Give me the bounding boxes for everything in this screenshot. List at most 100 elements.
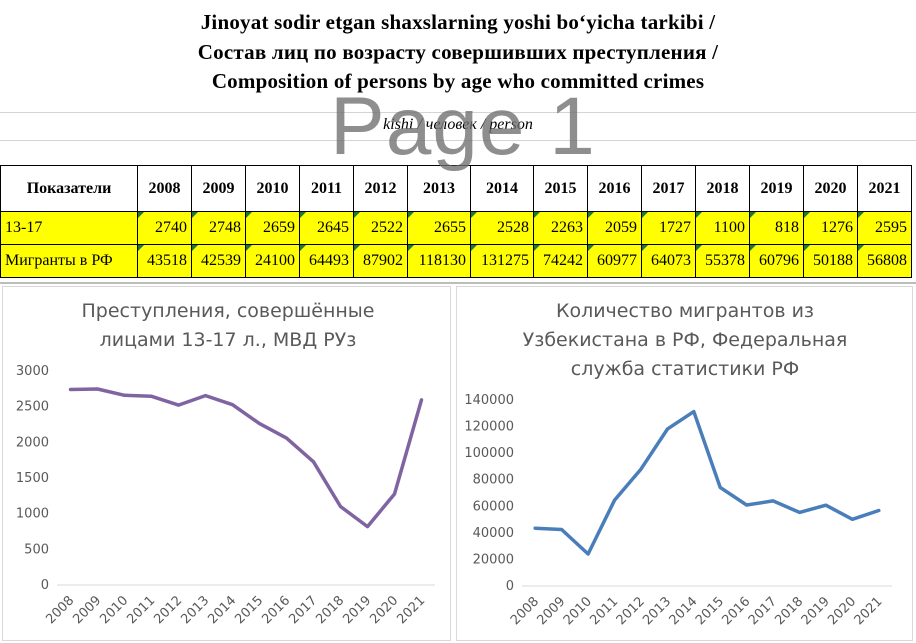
- data-point: [771, 499, 775, 503]
- title-line-uz: Jinoyat sodir etgan shaxslarning yoshi b…: [200, 10, 716, 34]
- x-tick-label: 2012: [614, 594, 648, 628]
- value-cell[interactable]: 2522: [353, 211, 408, 245]
- value-cell[interactable]: 74242: [533, 244, 588, 278]
- year-header-cell[interactable]: 2013: [407, 165, 471, 212]
- year-header-cell[interactable]: 2018: [695, 165, 750, 212]
- y-tick-label: 0: [41, 578, 49, 593]
- y-tick-label: 500: [24, 542, 49, 557]
- chart-title-line: лицами 13-17 л., МВД РУз: [100, 329, 357, 351]
- y-tick-label: 3000: [16, 364, 49, 379]
- value-cell[interactable]: 50188: [803, 244, 858, 278]
- sheet-gridline: [0, 140, 916, 141]
- crimes-chart[interactable]: Преступления, совершённые лицами 13-17 л.…: [2, 286, 451, 641]
- chart-title-line: Узбекистана в РФ, Федеральная: [523, 329, 848, 351]
- sheet-divider: [0, 282, 916, 284]
- value-cell[interactable]: 2595: [857, 211, 912, 245]
- x-tick-label: 2013: [640, 594, 674, 628]
- data-point: [177, 403, 180, 407]
- value-cell[interactable]: 1100: [695, 211, 750, 245]
- value-cell[interactable]: 42539: [191, 244, 246, 278]
- x-tick-label: 2009: [70, 593, 104, 627]
- value-cell[interactable]: 55378: [695, 244, 750, 278]
- value-cell[interactable]: 2659: [245, 211, 300, 245]
- data-point: [69, 388, 72, 392]
- year-header-cell[interactable]: 2012: [353, 165, 408, 212]
- x-tick-label: 2017: [746, 594, 780, 628]
- title-line-ru: Состав лиц по возрасту совершивших прест…: [197, 39, 719, 64]
- data-point: [639, 467, 643, 471]
- year-header-cell[interactable]: 2009: [191, 165, 246, 212]
- value-cell[interactable]: 43518: [137, 244, 192, 278]
- data-point: [586, 552, 590, 556]
- value-cell[interactable]: 118130: [407, 244, 471, 278]
- year-header-cell[interactable]: 2008: [137, 165, 192, 212]
- corner-header-cell[interactable]: Показатели: [0, 165, 138, 212]
- x-tick-label: 2019: [340, 593, 374, 627]
- value-cell[interactable]: 60977: [587, 244, 642, 278]
- value-cell[interactable]: 2655: [407, 211, 471, 245]
- x-tick-label: 2014: [667, 594, 701, 628]
- x-tick-label: 2011: [587, 594, 621, 628]
- y-tick-label: 0: [506, 579, 514, 594]
- row-label-cell[interactable]: Мигранты в РФ: [0, 244, 138, 278]
- chart-title-line: служба статистики РФ: [571, 358, 799, 380]
- value-cell[interactable]: 1276: [803, 211, 858, 245]
- y-tick-label: 60000: [473, 499, 514, 514]
- x-tick-label: 2015: [232, 593, 266, 627]
- year-header-cell[interactable]: 2020: [803, 165, 858, 212]
- data-point: [420, 398, 423, 402]
- y-tick-label: 1000: [16, 507, 49, 522]
- data-point: [231, 403, 234, 407]
- data-point: [824, 503, 828, 507]
- x-tick-label: 2010: [561, 594, 595, 628]
- year-header-cell[interactable]: 2016: [587, 165, 642, 212]
- data-point: [366, 525, 369, 529]
- x-tick-label: 2021: [852, 594, 886, 628]
- value-cell[interactable]: 2748: [191, 211, 246, 245]
- y-tick-label: 100000: [464, 446, 514, 461]
- value-cell[interactable]: 60796: [749, 244, 804, 278]
- table-row: 13-17 2740 2748 2659 2645 2522 2655 2528…: [0, 211, 912, 245]
- value-cell[interactable]: 131275: [470, 244, 534, 278]
- row-label-cell[interactable]: 13-17: [0, 211, 138, 245]
- value-cell[interactable]: 64493: [299, 244, 354, 278]
- value-cell[interactable]: 2059: [587, 211, 642, 245]
- data-point: [312, 460, 315, 464]
- year-header-cell[interactable]: 2010: [245, 165, 300, 212]
- value-cell[interactable]: 818: [749, 211, 804, 245]
- value-cell[interactable]: 87902: [353, 244, 408, 278]
- value-cell[interactable]: 2263: [533, 211, 588, 245]
- x-tick-label: 2016: [719, 594, 753, 628]
- series-line: [68, 387, 424, 529]
- value-cell[interactable]: 64073: [641, 244, 696, 278]
- year-header-cell[interactable]: 2021: [857, 165, 912, 212]
- data-point: [150, 394, 153, 398]
- data-point: [339, 505, 342, 509]
- chart-title-line: Количество мигрантов из: [556, 300, 814, 322]
- data-point: [560, 527, 564, 531]
- x-tick-label: 2010: [97, 593, 131, 627]
- migrants-chart-canvas: Количество мигрантов из Узбекистана в РФ,…: [464, 300, 892, 628]
- year-header-cell[interactable]: 2019: [749, 165, 804, 212]
- migrants-chart[interactable]: Количество мигрантов из Узбекистана в РФ,…: [456, 286, 913, 641]
- x-tick-label: 2020: [367, 593, 401, 627]
- year-header-cell[interactable]: 2017: [641, 165, 696, 212]
- table-header-row: Показатели 2008 2009 2010 2011 2012 2013…: [0, 165, 912, 212]
- y-tick-label: 80000: [473, 473, 514, 488]
- value-cell[interactable]: 2740: [137, 211, 192, 245]
- x-tick-label: 2018: [313, 593, 347, 627]
- year-header-cell[interactable]: 2015: [533, 165, 588, 212]
- value-cell[interactable]: 1727: [641, 211, 696, 245]
- data-point: [123, 393, 126, 397]
- value-cell[interactable]: 56808: [857, 244, 912, 278]
- y-tick-label: 20000: [473, 552, 514, 567]
- year-header-cell[interactable]: 2014: [470, 165, 534, 212]
- value-cell[interactable]: 2645: [299, 211, 354, 245]
- year-header-cell[interactable]: 2011: [299, 165, 354, 212]
- data-point: [533, 526, 537, 530]
- y-tick-label: 2500: [16, 400, 49, 415]
- value-cell[interactable]: 24100: [245, 244, 300, 278]
- x-tick-label: 2011: [124, 593, 158, 627]
- series-line: [533, 409, 881, 556]
- value-cell[interactable]: 2528: [470, 211, 534, 245]
